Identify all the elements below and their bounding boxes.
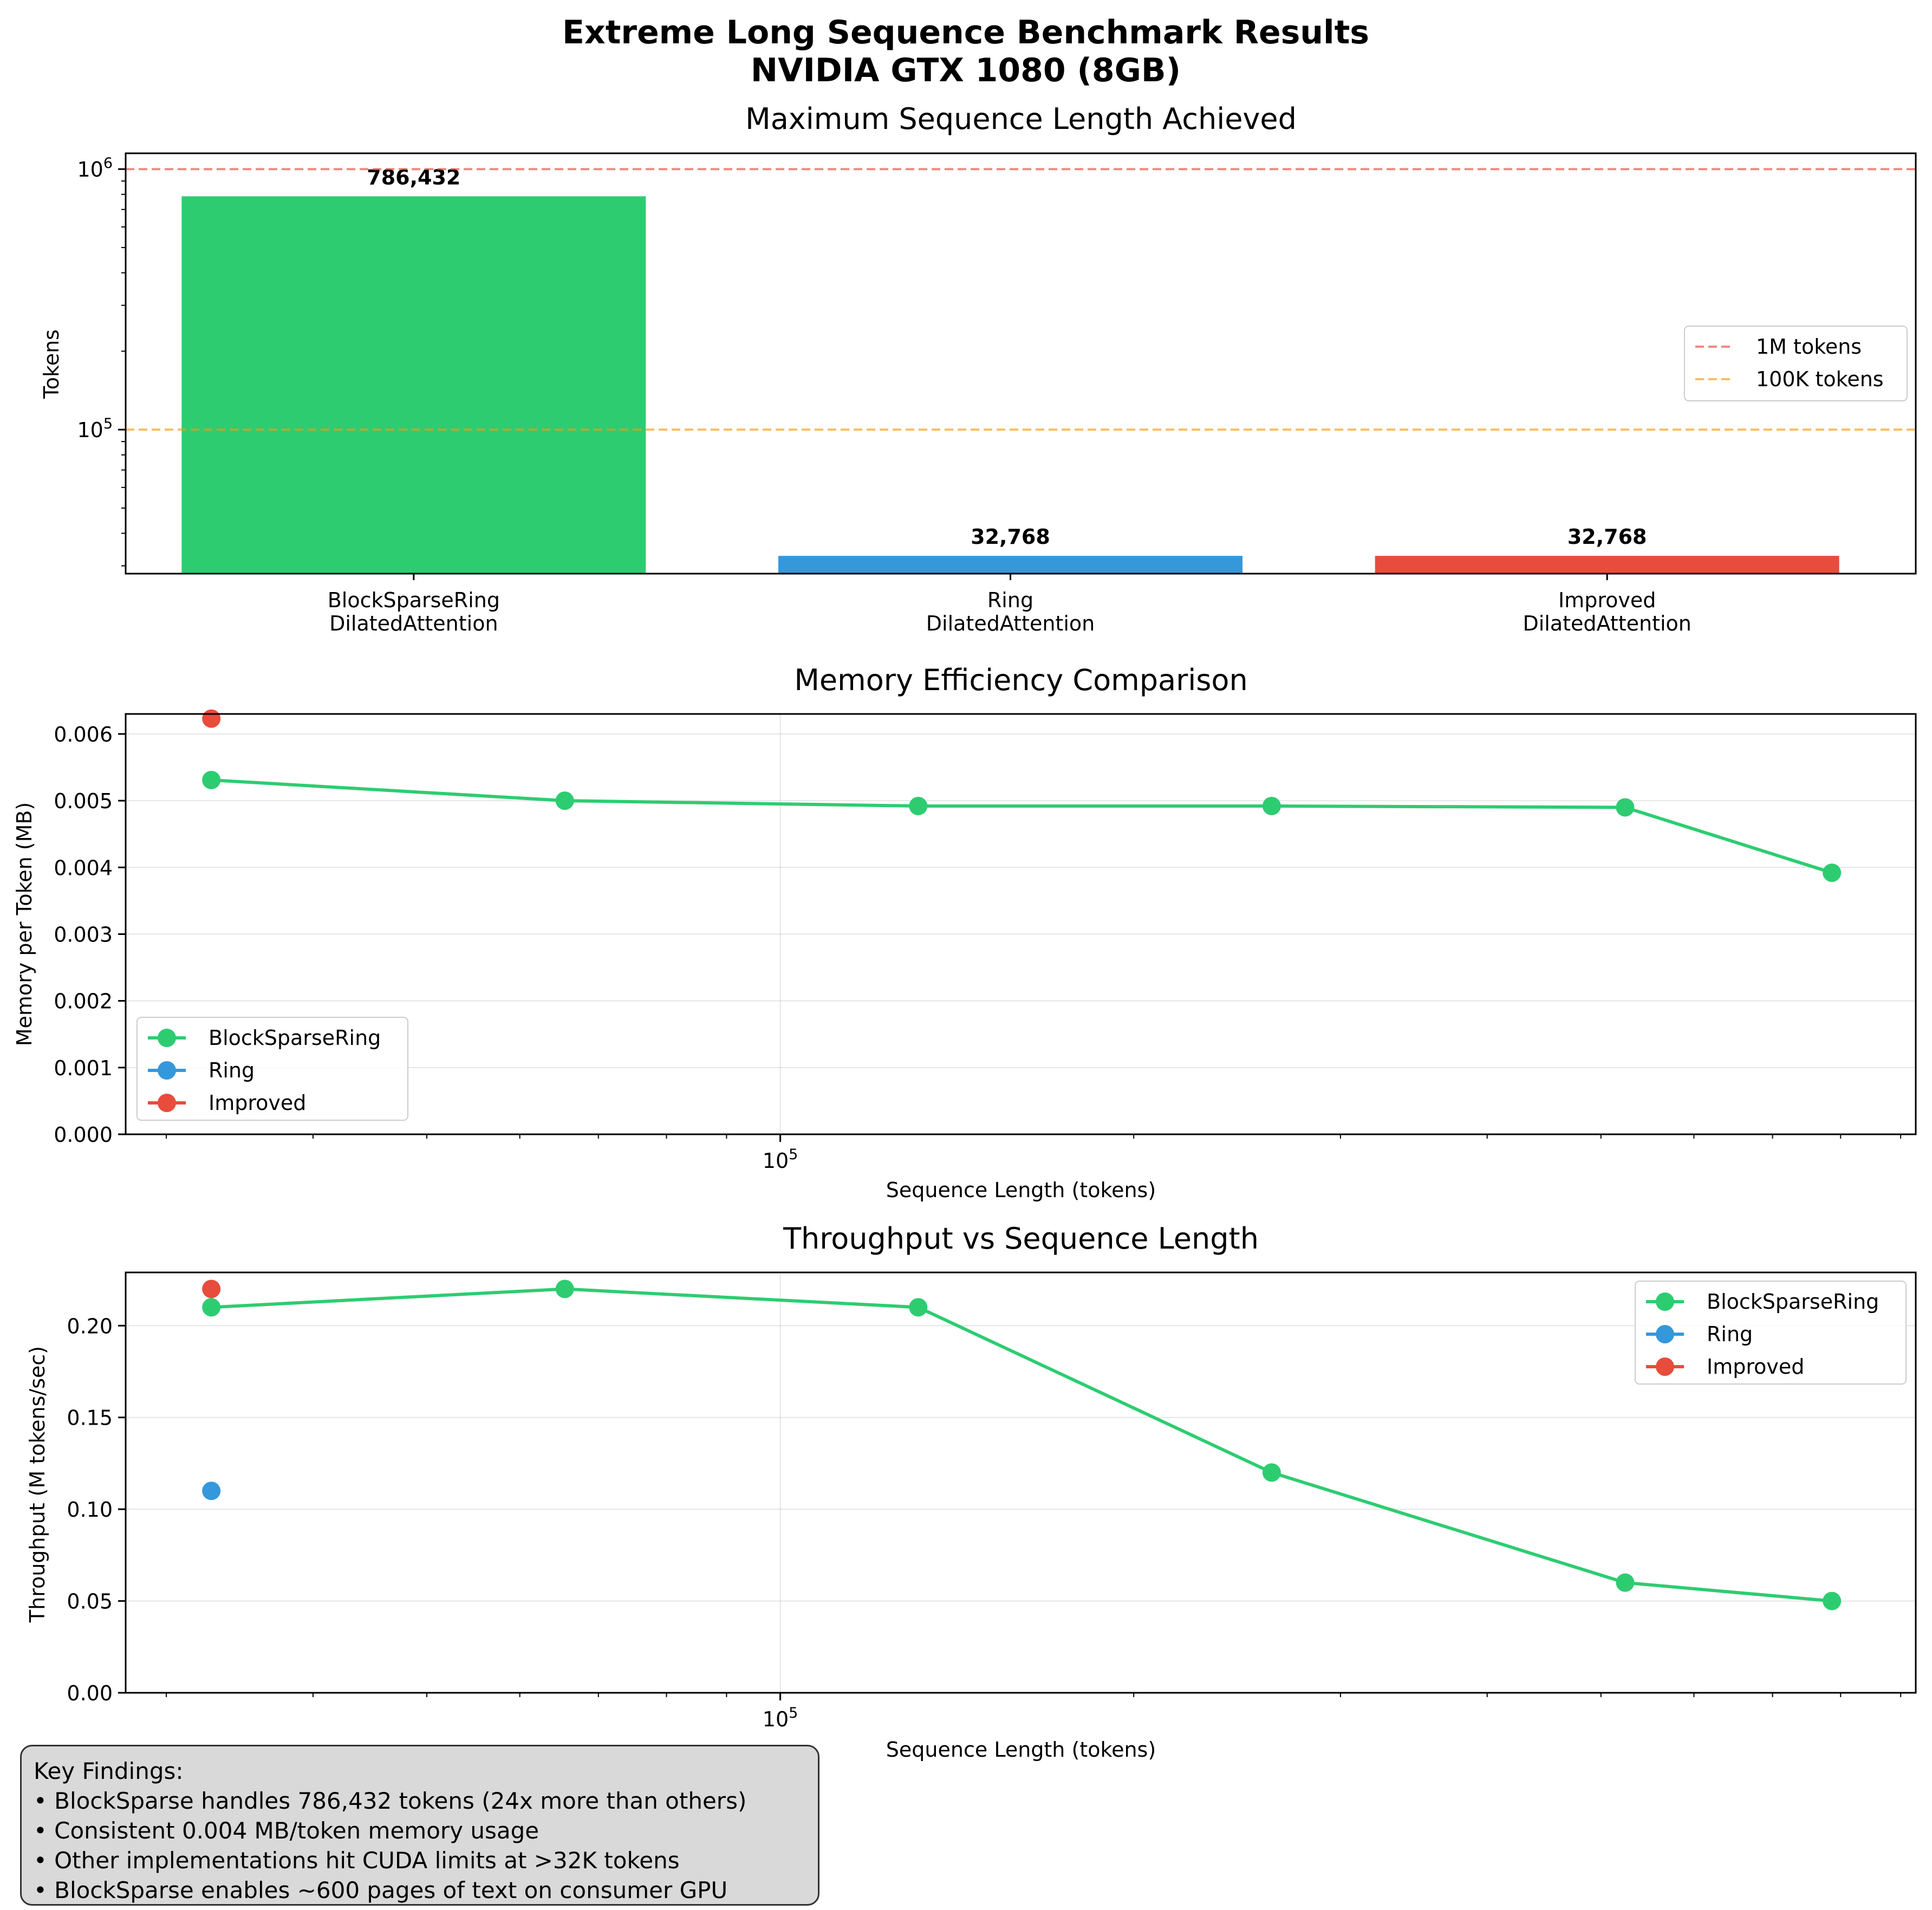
y-tick-label: 0.10 xyxy=(67,1498,113,1522)
y-tick-label: 0.006 xyxy=(54,723,113,746)
data-point xyxy=(909,1298,928,1317)
data-point xyxy=(909,796,928,815)
data-point xyxy=(555,791,574,810)
panel1-ylabel: Tokens xyxy=(40,329,63,399)
panel3-ylabel: Throughput (M tokens/sec) xyxy=(25,1346,49,1623)
panel3-frame xyxy=(125,1271,1917,1694)
panel-memory-efficiency: Memory Efficiency Comparison Sequence Le… xyxy=(12,663,1917,1202)
panel3-title: Throughput vs Sequence Length xyxy=(783,1222,1259,1256)
legend-marker xyxy=(1656,1357,1674,1376)
data-point xyxy=(1616,798,1635,817)
panel2-ylabel: Memory per Token (MB) xyxy=(12,802,36,1047)
legend-marker xyxy=(158,1029,176,1047)
data-point xyxy=(1262,1463,1281,1482)
x-tick-label: 105 xyxy=(763,1705,798,1731)
data-point xyxy=(1823,1591,1842,1610)
legend-marker xyxy=(158,1094,176,1112)
y-tick-label: 0.001 xyxy=(54,1056,113,1080)
y-tick-label: 0.15 xyxy=(67,1406,113,1430)
data-point xyxy=(202,709,221,728)
y-tick-label: 0.20 xyxy=(67,1314,113,1338)
series-legend: BlockSparseRing Ring Improved xyxy=(136,1017,408,1121)
y-tick-label: 0.004 xyxy=(54,856,113,880)
legend-label: BlockSparseRing xyxy=(1707,1290,1879,1314)
panel2-frame xyxy=(125,713,1917,1135)
legend-label: 1M tokens xyxy=(1756,335,1862,359)
x-tick-label: BlockSparseRing xyxy=(328,588,500,612)
key-findings-box: Key Findings: • BlockSparse handles 786,… xyxy=(20,1745,819,1906)
panel2-title: Memory Efficiency Comparison xyxy=(794,663,1247,697)
y-tick-label: 0.005 xyxy=(54,789,113,813)
y-tick-label: 0.002 xyxy=(54,990,113,1014)
finding-item: • Other implementations hit CUDA limits … xyxy=(34,1847,680,1874)
legend-frame xyxy=(1635,1281,1907,1385)
finding-item: • BlockSparse handles 786,432 tokens (24… xyxy=(34,1788,747,1814)
panel2-xlabel: Sequence Length (tokens) xyxy=(886,1178,1156,1202)
data-point xyxy=(1616,1573,1635,1592)
panel3-xlabel: Sequence Length (tokens) xyxy=(886,1738,1156,1762)
data-point xyxy=(555,1279,574,1298)
y-tick-label: 106 xyxy=(77,155,113,181)
legend-label: Improved xyxy=(209,1091,306,1115)
finding-item: • Consistent 0.004 MB/token memory usage xyxy=(34,1817,539,1844)
x-tick-label: 105 xyxy=(763,1146,798,1173)
data-point xyxy=(202,1298,221,1317)
x-tick-label: DilatedAttention xyxy=(1523,612,1691,635)
data-point xyxy=(1262,796,1281,815)
data-point xyxy=(1823,863,1842,882)
figure-title-line1: Extreme Long Sequence Benchmark Results xyxy=(562,14,1369,51)
panel1-title: Maximum Sequence Length Achieved xyxy=(745,102,1297,136)
legend-label: Ring xyxy=(209,1058,255,1082)
x-tick-label: Improved xyxy=(1558,588,1656,612)
panel1-legend: 1M tokens 100K tokens xyxy=(1684,326,1908,401)
y-tick-label: 0.000 xyxy=(54,1123,113,1147)
findings-title: Key Findings: xyxy=(34,1758,184,1784)
y-tick-label: 105 xyxy=(77,415,113,442)
series-legend: BlockSparseRing Ring Improved xyxy=(1635,1281,1907,1385)
panel2-content: 0.000 0.001 0.002 0.003 0.004 0.005 0.006 105 Bl… xyxy=(54,709,1916,1173)
panel-max-sequence: Maximum Sequence Length Achieved Tokens … xyxy=(40,102,1917,635)
legend-label: Ring xyxy=(1707,1322,1753,1346)
legend-marker xyxy=(158,1061,176,1080)
x-tick-label: DilatedAttention xyxy=(329,612,498,635)
x-tick-label: DilatedAttention xyxy=(926,612,1095,635)
legend-marker xyxy=(1656,1292,1674,1311)
y-tick-label: 0.05 xyxy=(67,1590,113,1614)
legend-frame xyxy=(136,1017,408,1121)
x-tick-label: Ring xyxy=(987,588,1033,612)
panel-throughput: Throughput vs Sequence Length Sequence L… xyxy=(25,1222,1917,1762)
panel1-content: 786,432BlockSparseRingDilatedAttention32… xyxy=(77,155,1916,635)
figure-title-line2: NVIDIA GTX 1080 (8GB) xyxy=(751,51,1181,89)
legend-marker xyxy=(1656,1325,1674,1343)
y-tick-label: 0.003 xyxy=(54,922,113,946)
legend-label: BlockSparseRing xyxy=(209,1026,381,1050)
data-point xyxy=(202,1279,221,1298)
series-line xyxy=(211,1287,1832,1603)
finding-item: • BlockSparse enables ~600 pages of text… xyxy=(34,1877,728,1903)
data-point xyxy=(202,770,221,789)
legend-label: Improved xyxy=(1707,1355,1804,1379)
bar xyxy=(778,556,1243,574)
y-tick-label: 0.00 xyxy=(67,1681,113,1705)
legend-frame xyxy=(1684,326,1908,401)
bar-value-label: 32,768 xyxy=(971,525,1050,549)
panel1-frame xyxy=(125,152,1917,575)
legend-label: 100K tokens xyxy=(1756,367,1884,391)
bar xyxy=(1375,556,1839,574)
bar xyxy=(181,196,646,574)
series-line xyxy=(211,778,1833,875)
data-point xyxy=(202,1482,221,1500)
bar-value-label: 32,768 xyxy=(1567,525,1647,549)
panel3-content: 0.00 0.05 0.10 0.15 0.20 105 BlockSparseRing Ri… xyxy=(67,1272,1916,1731)
